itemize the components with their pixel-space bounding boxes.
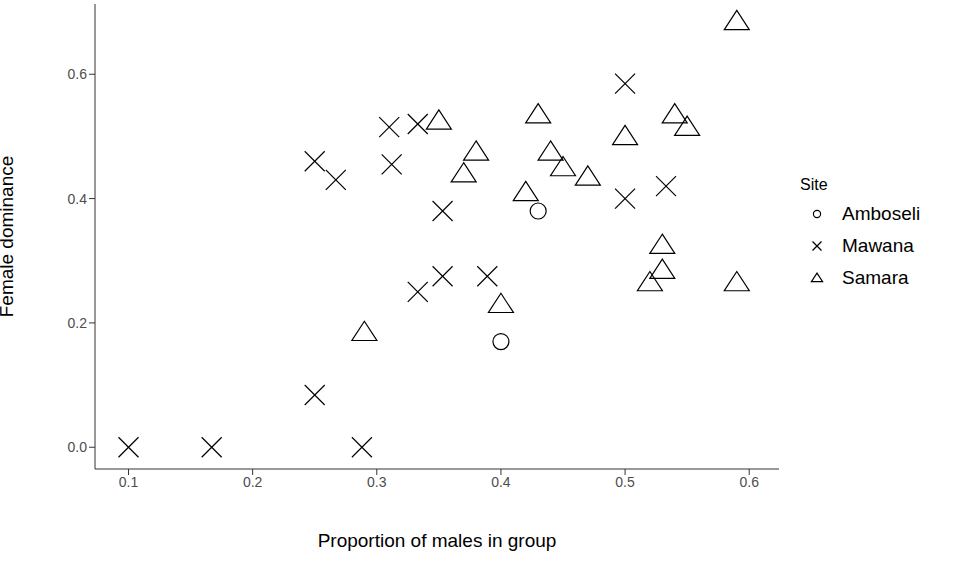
html-text:Site: Site [800, 176, 828, 193]
svg-text:0.4: 0.4 [68, 191, 88, 207]
html-text:Samara: Samara [842, 267, 909, 288]
svg-text:Proportion of males in group: Proportion of males in group [318, 530, 557, 551]
svg-text:0.0: 0.0 [68, 439, 88, 455]
svg-text:Female dominance: Female dominance [8, 156, 17, 318]
svg-text:0.6: 0.6 [68, 66, 88, 82]
svg-text:0.2: 0.2 [68, 315, 88, 331]
svg-text:0.5: 0.5 [615, 474, 635, 490]
svg-text:0.3: 0.3 [367, 474, 387, 490]
svg-text:0.1: 0.1 [119, 474, 139, 490]
svg-text:0.6: 0.6 [739, 474, 759, 490]
html-text:Amboseli: Amboseli [842, 203, 921, 224]
svg-text:0.4: 0.4 [491, 474, 511, 490]
html-text:Mawana: Mawana [842, 235, 914, 256]
svg-text:0.2: 0.2 [243, 474, 263, 490]
